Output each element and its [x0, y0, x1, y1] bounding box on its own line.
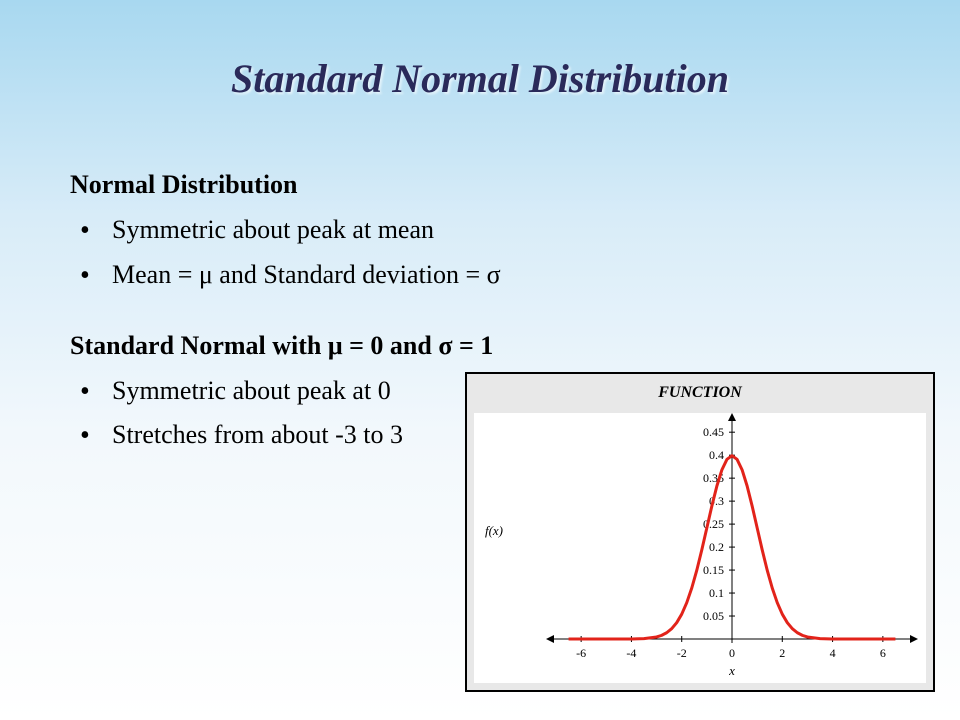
chart-title: FUNCTION: [467, 384, 933, 402]
svg-text:0: 0: [729, 646, 735, 660]
section1-heading: Normal Distribution: [70, 164, 920, 207]
svg-text:0.4: 0.4: [709, 448, 724, 462]
svg-text:f(x): f(x): [485, 523, 503, 538]
svg-text:x: x: [728, 663, 735, 678]
svg-text:0.45: 0.45: [703, 425, 724, 439]
svg-text:4: 4: [830, 646, 836, 660]
svg-text:0.2: 0.2: [709, 540, 724, 554]
slide-title: Standard Normal Distribution: [0, 55, 960, 102]
svg-text:-2: -2: [677, 646, 687, 660]
svg-text:6: 6: [880, 646, 886, 660]
svg-text:0.05: 0.05: [703, 609, 724, 623]
section1-bullets: Symmetric about peak at mean Mean = μ an…: [76, 209, 920, 297]
list-item: Symmetric about peak at mean: [76, 209, 920, 252]
slide: Standard Normal Distribution Normal Dist…: [0, 0, 960, 720]
svg-text:2: 2: [779, 646, 785, 660]
svg-text:-6: -6: [576, 646, 586, 660]
section2-heading: Standard Normal with μ = 0 and σ = 1: [70, 325, 920, 368]
chart-svg: -6-4-202460.050.10.150.20.250.30.350.40.…: [474, 413, 926, 683]
list-item: Mean = μ and Standard deviation = σ: [76, 254, 920, 297]
svg-text:0.15: 0.15: [703, 563, 724, 577]
svg-text:0.1: 0.1: [709, 586, 724, 600]
chart-frame: FUNCTION -6-4-202460.050.10.150.20.250.3…: [465, 372, 935, 692]
svg-text:-4: -4: [626, 646, 636, 660]
chart-plot-area: -6-4-202460.050.10.150.20.250.30.350.40.…: [474, 413, 926, 683]
